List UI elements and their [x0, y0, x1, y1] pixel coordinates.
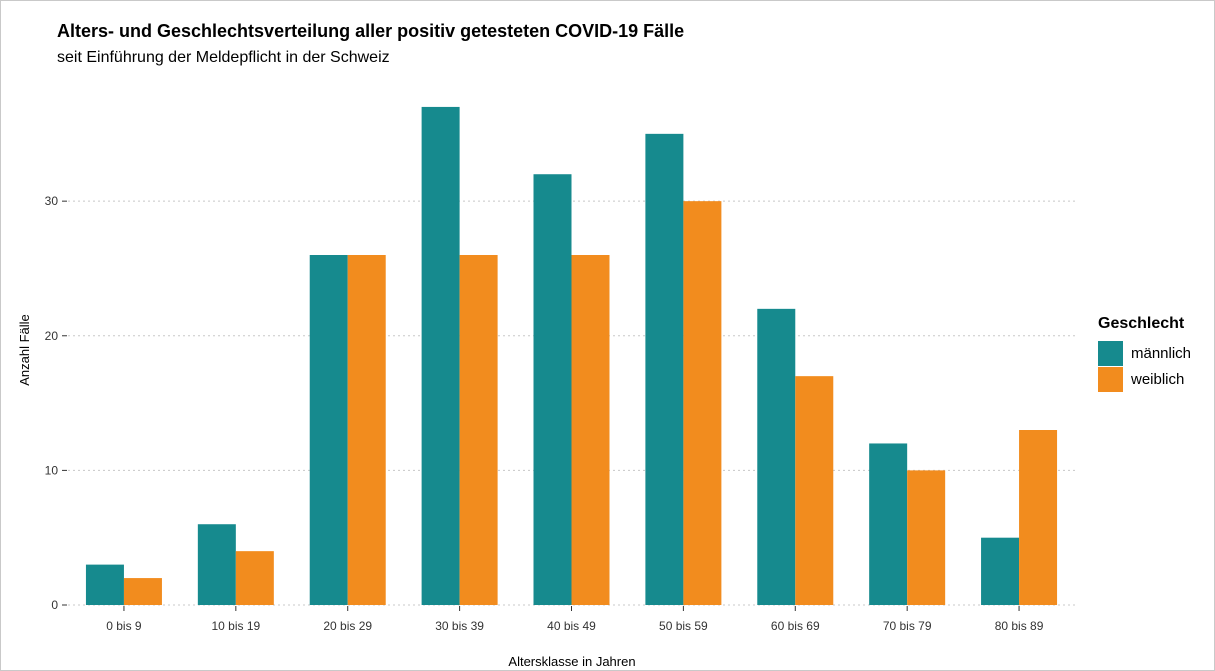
x-tick-label: 70 bis 79	[883, 619, 932, 633]
legend-swatch-maennlich	[1098, 340, 1123, 366]
bar-maennlich-8	[981, 537, 1020, 605]
bar-weiblich-0	[123, 578, 162, 605]
y-axis-title: Anzahl Fälle	[17, 314, 32, 386]
x-tick-label: 20 bis 29	[323, 619, 372, 633]
chart-title: Alters- und Geschlechtsverteilung aller …	[57, 21, 685, 41]
bar-maennlich-1	[197, 524, 236, 605]
bar-maennlich-6	[757, 308, 796, 605]
bar-maennlich-0	[85, 564, 124, 605]
bar-weiblich-8	[1019, 430, 1058, 605]
bar-weiblich-1	[235, 551, 274, 605]
bar-weiblich-3	[459, 255, 498, 605]
y-tick-label: 20	[45, 329, 59, 343]
x-tick-label: 80 bis 89	[995, 619, 1044, 633]
y-tick-label: 10	[45, 463, 59, 477]
legend: Geschlecht männlich weiblich	[1098, 314, 1191, 392]
bar-maennlich-5	[645, 133, 684, 605]
chart-subtitle: seit Einführung der Meldepflicht in der …	[57, 49, 390, 66]
bars	[85, 106, 1058, 605]
legend-swatch-weiblich	[1098, 366, 1123, 392]
bar-maennlich-7	[869, 443, 908, 605]
x-axis-title: Altersklasse in Jahren	[508, 654, 635, 669]
x-tick-label: 40 bis 49	[547, 619, 596, 633]
axis-ticks: 0 10 20 30 0 bis 9 10 bis 19 20 bis 29 30 bis 3…	[45, 194, 1044, 633]
x-tick-label: 60 bis 69	[771, 619, 820, 633]
x-tick-label: 30 bis 39	[435, 619, 484, 633]
bar-weiblich-6	[795, 376, 834, 605]
bar-maennlich-4	[533, 174, 572, 605]
legend-item-maennlich: männlich	[1098, 340, 1191, 366]
x-tick-label: 10 bis 19	[211, 619, 260, 633]
bar-maennlich-2	[309, 255, 348, 605]
y-tick-label: 0	[51, 598, 58, 612]
bar-weiblich-4	[571, 255, 610, 605]
bar-weiblich-2	[347, 255, 386, 605]
x-tick-label: 0 bis 9	[106, 619, 142, 633]
bar-weiblich-7	[907, 470, 946, 605]
y-tick-label: 30	[45, 194, 59, 208]
legend-label-maennlich: männlich	[1131, 344, 1192, 362]
legend-label-weiblich: weiblich	[1131, 370, 1185, 388]
bar-weiblich-5	[683, 201, 722, 605]
legend-item-weiblich: weiblich	[1098, 366, 1191, 392]
bar-maennlich-3	[421, 106, 460, 605]
x-tick-label: 50 bis 59	[659, 619, 708, 633]
legend-title: Geschlecht	[1098, 315, 1185, 332]
